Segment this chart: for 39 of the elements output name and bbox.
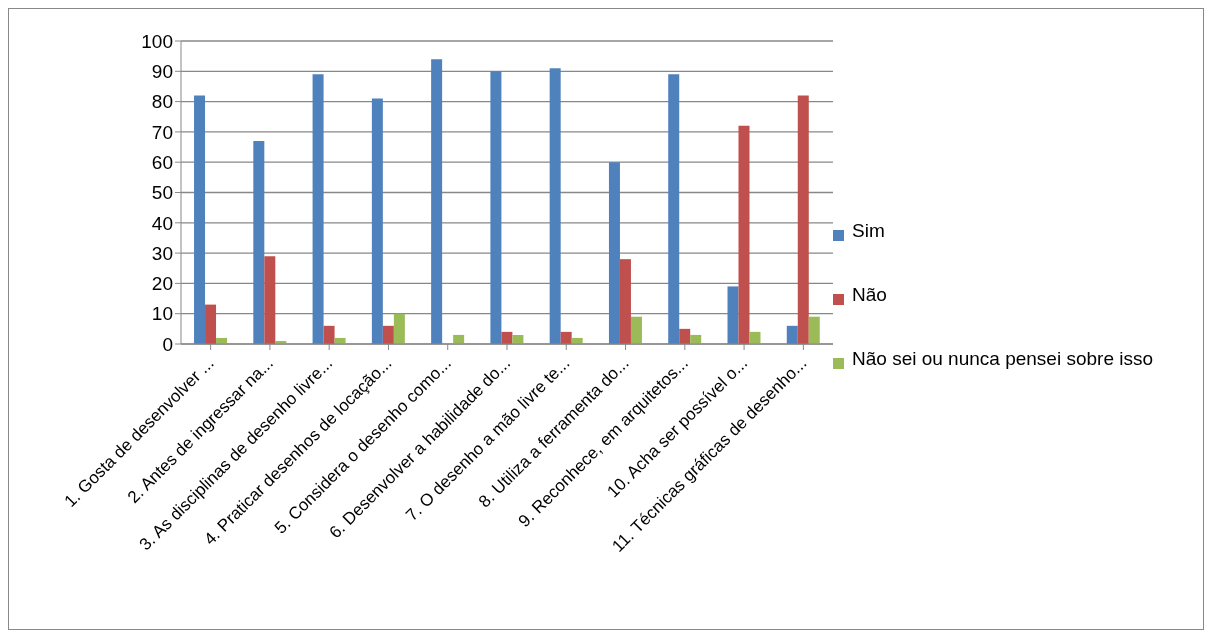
legend-label: Não sei ou nunca pensei sobre isso xyxy=(852,347,1154,371)
bar xyxy=(253,140,265,344)
y-tick-label: 0 xyxy=(162,333,173,355)
bar xyxy=(549,68,561,344)
bar xyxy=(808,316,820,344)
bar xyxy=(490,71,502,344)
legend-label: Não xyxy=(852,283,887,307)
bar xyxy=(371,98,383,344)
bar xyxy=(630,316,642,344)
y-tick-label: 70 xyxy=(151,121,173,143)
bar xyxy=(312,74,324,344)
bar xyxy=(619,259,631,344)
bar xyxy=(679,328,691,344)
y-tick-label: 80 xyxy=(151,91,173,113)
bar xyxy=(608,162,620,344)
bar xyxy=(393,313,405,344)
y-tick-label: 90 xyxy=(151,61,173,83)
y-tick-label: 50 xyxy=(151,182,173,204)
y-tick-label: 10 xyxy=(151,303,173,325)
y-tick-label: 60 xyxy=(151,151,173,173)
y-tick-label: 20 xyxy=(151,273,173,295)
bar xyxy=(205,304,217,344)
y-tick-label: 100 xyxy=(141,30,173,52)
y-tick-label: 40 xyxy=(151,212,173,234)
legend-label: Sim xyxy=(852,219,885,243)
bar xyxy=(382,325,394,344)
bar xyxy=(786,325,798,344)
bar xyxy=(431,59,443,344)
bar xyxy=(727,286,739,344)
bar xyxy=(749,331,761,344)
bar xyxy=(501,331,513,344)
y-tick-label: 30 xyxy=(151,242,173,264)
bar xyxy=(264,256,276,344)
bar xyxy=(560,331,572,344)
bar xyxy=(323,325,335,344)
bar xyxy=(194,95,206,344)
bar xyxy=(668,74,680,344)
bar xyxy=(797,95,809,344)
bar xyxy=(738,125,750,344)
